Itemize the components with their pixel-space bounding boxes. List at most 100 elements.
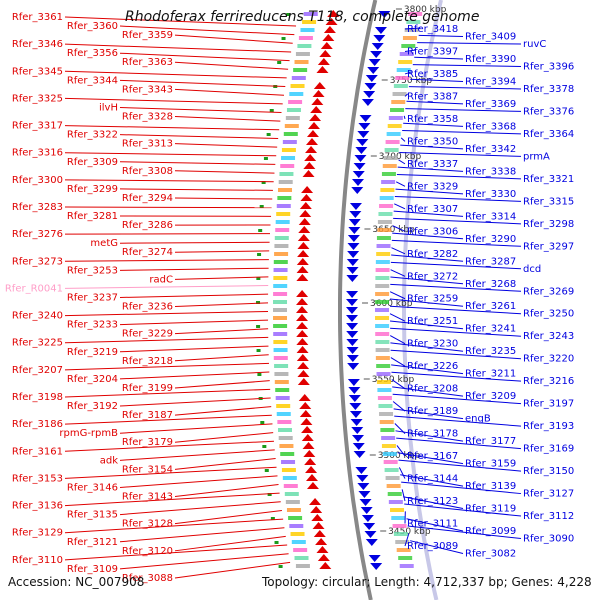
forward-gene-arrow — [303, 162, 315, 169]
gene-leader-line — [175, 144, 277, 147]
gene-leader-line — [175, 381, 270, 388]
reverse-gene-arrow — [349, 395, 361, 402]
gene-label: Rfer_3361 — [12, 12, 63, 23]
annotation-block — [375, 332, 389, 336]
annotation-block — [391, 516, 405, 520]
gene-label: Rfer_3236 — [122, 302, 173, 313]
feature-tick — [279, 565, 283, 568]
gene-label: Rfer_3198 — [12, 392, 63, 403]
reverse-gene-arrow — [351, 419, 363, 426]
gene-label: Rfer_3207 — [12, 365, 63, 376]
gene-leader-line — [120, 242, 270, 243]
forward-gene-arrow — [296, 338, 308, 345]
gene-leader-line — [120, 476, 278, 488]
annotation-block — [273, 284, 287, 288]
forward-gene-arrow — [298, 234, 310, 241]
reverse-gene-arrow — [369, 59, 381, 66]
annotation-block — [274, 372, 288, 376]
forward-gene-arrow — [310, 506, 322, 513]
annotation-block — [275, 380, 289, 384]
gene-label: Rfer_3109 — [67, 564, 118, 575]
gene-label: Rfer_3287 — [465, 256, 516, 267]
gene-leader-line — [120, 424, 272, 433]
gene-label: Rfer_3313 — [122, 139, 173, 150]
gene-leader-line — [401, 138, 405, 142]
gene-label: Rfer_3308 — [122, 166, 173, 177]
forward-gene-arrow — [296, 330, 308, 337]
gene-leader-line — [120, 346, 268, 352]
annotation-block — [375, 308, 389, 312]
forward-gene-arrow — [298, 226, 310, 233]
gene-label: Rfer_3317 — [12, 121, 63, 132]
forward-gene-arrow — [299, 394, 311, 401]
gene-leader-line — [404, 116, 405, 119]
forward-gene-arrow — [324, 26, 336, 33]
annotation-block — [277, 420, 291, 424]
annotation-block — [376, 364, 390, 368]
gene-label: Rfer_3135 — [67, 510, 118, 521]
forward-gene-arrow — [301, 426, 313, 433]
forward-gene-arrow — [318, 58, 330, 65]
annotation-block — [277, 412, 291, 416]
annotation-block — [378, 220, 392, 224]
annotation-block — [275, 236, 289, 240]
gene-leader-line — [65, 180, 274, 182]
annotation-block — [278, 428, 292, 432]
annotation-block — [375, 300, 389, 304]
forward-gene-arrow — [296, 290, 308, 297]
forward-gene-arrow — [307, 482, 319, 489]
annotation-block — [377, 388, 391, 392]
annotation-block — [378, 212, 392, 216]
forward-gene-arrow — [306, 474, 318, 481]
forward-gene-arrow — [308, 122, 320, 129]
annotation-block — [276, 220, 290, 224]
gene-label: Rfer_3253 — [67, 265, 118, 276]
gene-label: Rfer_3240 — [12, 311, 63, 322]
forward-gene-arrow — [297, 258, 309, 265]
annotation-block — [377, 372, 391, 376]
reverse-gene-arrow — [348, 387, 360, 394]
reverse-gene-arrow — [355, 147, 367, 154]
reverse-gene-arrow — [352, 435, 364, 442]
annotation-block — [273, 300, 287, 304]
annotation-block — [381, 180, 395, 184]
forward-gene-arrow — [319, 50, 331, 57]
annotation-block — [385, 148, 399, 152]
annotation-block — [398, 556, 412, 560]
annotation-block — [393, 92, 407, 96]
reverse-gene-arrow — [358, 491, 370, 498]
feature-tick — [265, 469, 269, 472]
forward-gene-arrow — [299, 402, 311, 409]
reverse-gene-arrow — [353, 171, 365, 178]
gene-label: Rfer_3306 — [407, 226, 458, 237]
gene-leader-line — [120, 398, 271, 406]
reverse-gene-arrow — [346, 275, 358, 282]
gene-label: ruvC — [523, 39, 546, 50]
annotation-block — [381, 436, 395, 440]
gene-label: Rfer_3269 — [523, 286, 574, 297]
reverse-gene-arrow — [347, 363, 359, 370]
annotation-block — [291, 84, 305, 88]
gene-label: Rfer_3204 — [67, 374, 118, 385]
reverse-gene-arrow — [352, 179, 364, 186]
annotation-block — [288, 516, 302, 520]
annotation-block — [279, 172, 293, 176]
gene-label: Rfer_3396 — [523, 61, 574, 72]
annotation-block — [382, 172, 396, 176]
forward-gene-arrow — [305, 466, 317, 473]
forward-gene-arrow — [322, 34, 334, 41]
forward-gene-arrow — [316, 546, 328, 553]
annotation-block — [387, 132, 401, 136]
gene-label: Rfer_3358 — [407, 114, 458, 125]
annotation-block — [284, 132, 298, 136]
reverse-gene-arrow — [354, 451, 366, 458]
gene-label: Rfer_3127 — [523, 489, 574, 500]
gene-label: Rfer_3225 — [12, 338, 63, 349]
feature-tick — [275, 541, 279, 544]
annotation-block — [376, 260, 390, 264]
annotation-block — [274, 348, 288, 352]
annotation-block — [273, 292, 287, 296]
feature-tick — [282, 37, 286, 40]
gene-leader-line — [175, 35, 293, 43]
